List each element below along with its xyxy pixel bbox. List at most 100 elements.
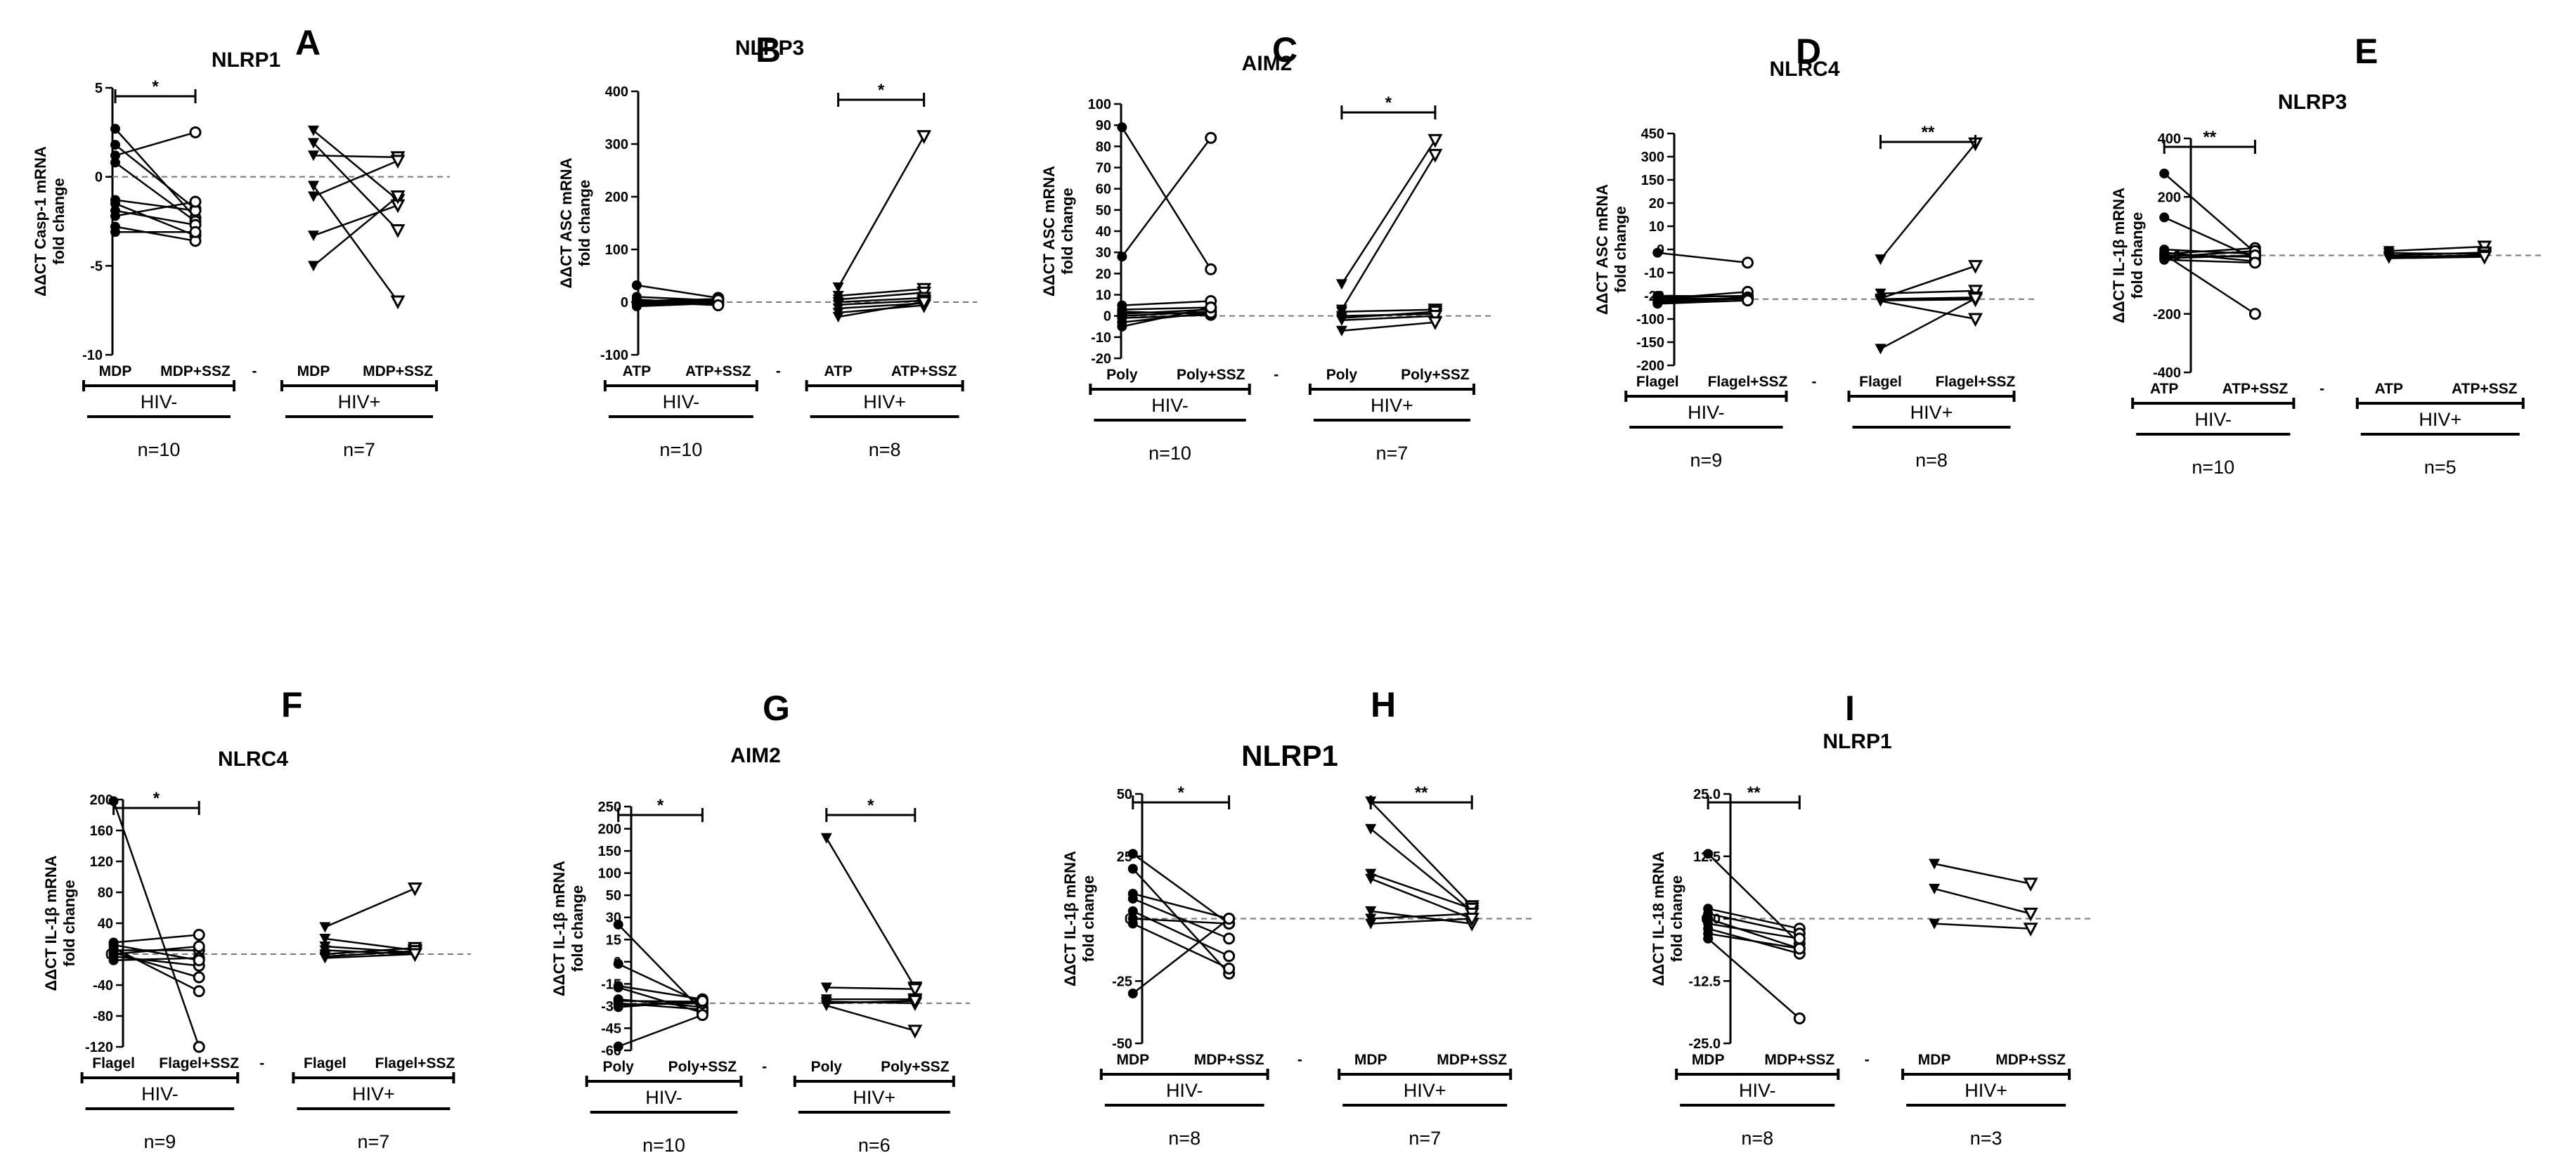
- category-label: MDP+SSZ: [160, 363, 231, 379]
- pair-line: [1371, 913, 1473, 920]
- n-label: n=10: [642, 1135, 685, 1156]
- point-before: [1117, 252, 1127, 262]
- point-before: [110, 150, 120, 161]
- panel-letter: I: [1845, 689, 1855, 728]
- sig-label: *: [1385, 93, 1392, 112]
- category-label: Flagel: [1636, 374, 1679, 390]
- pair-line: [826, 1004, 916, 1032]
- y-tick-label: 25.0: [1693, 787, 1721, 802]
- y-tick-label: -80: [93, 1009, 113, 1024]
- y-tick-label: -50: [1112, 1036, 1132, 1052]
- point-after: [907, 1024, 923, 1039]
- y-axis-label: ΔΔCT ASC mRNA: [557, 157, 575, 288]
- point-after: [2248, 256, 2261, 269]
- panel-letter: A: [295, 23, 321, 63]
- category-label: ATP+SSZ: [2452, 381, 2518, 397]
- panel-d: DNLRC4-200-150-100-20-1001020150300450ΔΔ…: [1593, 32, 2035, 471]
- pair-line: [1657, 252, 1748, 264]
- point-after: [1968, 292, 1983, 306]
- pair-line: [1132, 918, 1230, 994]
- pair-line: [1707, 937, 1801, 1019]
- y-tick-label: 10: [1649, 219, 1664, 235]
- pair-line: [325, 946, 415, 956]
- category-label: Flagel+SSZ: [375, 1055, 455, 1071]
- pair-line: [1879, 143, 1976, 260]
- category-label: Flagel: [92, 1055, 135, 1071]
- category-label: MDP+SSZ: [363, 363, 433, 379]
- y-tick-label: 0: [621, 295, 628, 311]
- y-tick-label: 400: [2158, 131, 2181, 147]
- point-before: [308, 261, 319, 272]
- y-tick-label: -100: [1636, 312, 1664, 327]
- n-label: n=10: [659, 439, 702, 460]
- pair-line: [113, 951, 200, 979]
- pair-line: [115, 162, 196, 223]
- pair-line: [636, 301, 718, 306]
- y-axis-label: fold change: [2128, 212, 2146, 299]
- pair-line: [2164, 247, 2255, 255]
- point-after: [1968, 313, 1983, 327]
- pair-line: [1707, 932, 1800, 950]
- pair-line: [1121, 137, 1212, 257]
- category-label: ATP+SSZ: [2222, 381, 2289, 397]
- y-tick-label: 150: [598, 844, 621, 859]
- group-label: HIV-: [1166, 1080, 1203, 1101]
- pair-line: [1370, 828, 1473, 912]
- category-label: Poly+SSZ: [1177, 367, 1245, 383]
- point-before: [1365, 906, 1377, 917]
- y-tick-label: 200: [605, 190, 628, 205]
- y-tick-label: 160: [90, 823, 113, 839]
- point-after: [1793, 942, 1806, 955]
- pair-line: [838, 301, 924, 318]
- pair-line: [313, 142, 399, 231]
- point-before: [110, 227, 120, 237]
- point-before: [1365, 873, 1377, 885]
- pair-line: [1341, 311, 1435, 319]
- pair-line: [312, 185, 399, 302]
- pair-line: [838, 296, 924, 304]
- point-after: [193, 985, 205, 998]
- panel-letter: B: [756, 30, 781, 70]
- pair-line: [325, 949, 415, 956]
- sig-label: *: [1178, 783, 1185, 802]
- panel-title: AIM2: [730, 744, 781, 767]
- point-after: [407, 948, 422, 963]
- category-label: ATP: [824, 363, 852, 379]
- n-label: n=5: [2424, 457, 2457, 478]
- group-label: HIV-: [141, 391, 178, 412]
- y-tick-label: -100: [600, 348, 628, 363]
- point-before: [1127, 989, 1138, 998]
- point-after: [2477, 251, 2492, 265]
- category-label: MDP: [1354, 1052, 1387, 1068]
- y-tick-label: 300: [605, 137, 628, 152]
- pair-line: [1707, 918, 1800, 950]
- y-tick-label: 15: [606, 932, 621, 948]
- point-after: [189, 126, 202, 138]
- pair-line: [1657, 297, 1748, 304]
- point-after: [1742, 294, 1754, 307]
- category-dash: -: [2319, 381, 2324, 397]
- sig-label: *: [657, 796, 664, 815]
- group-label: HIV+: [1404, 1080, 1446, 1101]
- point-before: [2159, 168, 2170, 178]
- y-tick-label: 0: [95, 170, 103, 185]
- point-after: [1968, 285, 1983, 299]
- y-axis-label: fold change: [1080, 875, 1097, 962]
- pair-line: [1132, 892, 1229, 920]
- point-after: [390, 190, 406, 204]
- sig-label: *: [878, 81, 885, 100]
- point-before: [832, 282, 844, 293]
- n-label: n=10: [138, 439, 181, 460]
- point-after: [193, 940, 205, 953]
- y-tick-label: 70: [1096, 161, 1111, 176]
- point-before: [1127, 906, 1138, 916]
- category-label: Poly: [603, 1059, 635, 1075]
- pair-line: [113, 934, 200, 944]
- category-label: MDP: [1918, 1052, 1951, 1068]
- group-label: HIV-: [1151, 395, 1189, 416]
- pair-line: [1341, 308, 1435, 313]
